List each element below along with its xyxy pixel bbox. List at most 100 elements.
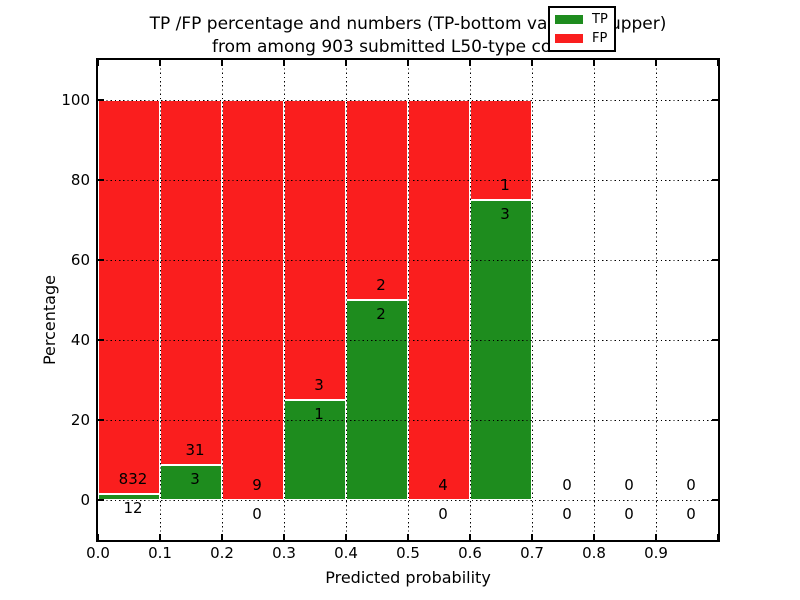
tp-count-label: 2 xyxy=(376,305,386,323)
x-tick-label: 0.0 xyxy=(86,544,110,562)
tp-count-label: 0 xyxy=(252,505,262,523)
y-tick-mark xyxy=(712,419,718,421)
fp-count-label: 832 xyxy=(118,470,148,489)
tp-count-label: 1 xyxy=(314,405,324,423)
fp-bar xyxy=(222,100,284,500)
fp-legend-label: FP xyxy=(592,30,608,46)
fp-count-label: 9 xyxy=(252,476,262,494)
x-tick-label: 0.7 xyxy=(520,544,544,562)
x-tick-mark xyxy=(407,534,409,540)
horizontal-gridline xyxy=(98,99,718,101)
y-tick-mark xyxy=(712,339,718,341)
legend-item-tp: TP xyxy=(555,13,614,26)
x-tick-mark xyxy=(159,534,161,540)
fp-bar xyxy=(98,100,160,495)
x-tick-mark xyxy=(593,534,595,540)
x-tick-label: 0.6 xyxy=(458,544,482,562)
y-tick-mark xyxy=(98,179,104,181)
x-tick-mark xyxy=(345,60,347,66)
tp-count-label: 0 xyxy=(438,505,448,523)
vertical-gridline xyxy=(283,60,285,540)
x-tick-mark xyxy=(159,60,161,66)
x-tick-mark xyxy=(717,534,719,540)
x-tick-mark xyxy=(221,534,223,540)
x-tick-label: 0.9 xyxy=(644,544,668,562)
y-tick-mark xyxy=(98,339,104,341)
horizontal-gridline xyxy=(98,499,718,501)
vertical-gridline xyxy=(655,60,657,540)
y-tick-mark xyxy=(98,259,104,261)
fp-count-label: 4 xyxy=(438,476,448,494)
y-tick-label: 100 xyxy=(61,91,90,109)
x-tick-mark xyxy=(531,60,533,66)
fp-bar xyxy=(470,100,532,200)
plot-area: 832 12 31 3 9 0 3 1 2 2 4 0 1 3 0 0 0 0 0 0 0.0 0.1 0.2 0.3 0.4 0… xyxy=(61,60,719,562)
tp-count-label: 0 xyxy=(562,505,572,523)
x-tick-label: 0.1 xyxy=(148,544,172,562)
x-tick-label: 0.2 xyxy=(210,544,234,562)
y-tick-mark xyxy=(98,99,104,101)
fp-count-label: 2 xyxy=(376,276,386,294)
tp-count-label: 0 xyxy=(624,505,634,523)
x-tick-mark xyxy=(407,60,409,66)
y-tick-label: 0 xyxy=(80,491,90,509)
x-tick-mark xyxy=(283,60,285,66)
fp-count-label: 31 xyxy=(185,440,205,459)
tp-bar xyxy=(346,300,408,500)
y-tick-mark xyxy=(98,499,104,501)
tp-count-label: 3 xyxy=(190,469,200,488)
x-tick-mark xyxy=(655,534,657,540)
fp-count-label: 0 xyxy=(624,476,634,494)
x-tick-mark xyxy=(531,534,533,540)
y-tick-label: 60 xyxy=(70,251,90,269)
chart-title-line1: TP /FP percentage and numbers (TP-bottom… xyxy=(149,14,667,34)
y-tick-mark xyxy=(712,99,718,101)
horizontal-gridline xyxy=(98,259,718,261)
fp-bar xyxy=(160,100,222,465)
fp-bar xyxy=(408,100,470,500)
y-tick-label: 40 xyxy=(70,331,90,349)
x-tick-mark xyxy=(345,534,347,540)
horizontal-gridline xyxy=(98,179,718,181)
tp-count-label: 12 xyxy=(123,499,143,518)
vertical-gridline xyxy=(407,60,409,540)
fp-legend-swatch xyxy=(555,33,583,43)
horizontal-gridline xyxy=(98,339,718,341)
x-tick-mark xyxy=(469,60,471,66)
x-tick-label: 0.3 xyxy=(272,544,296,562)
x-tick-mark xyxy=(469,534,471,540)
fp-count-label: 3 xyxy=(314,376,324,394)
tp-count-label: 0 xyxy=(686,505,696,523)
y-tick-mark xyxy=(712,259,718,261)
x-tick-mark xyxy=(97,60,99,66)
y-tick-label: 20 xyxy=(70,411,90,429)
x-tick-mark xyxy=(593,60,595,66)
vertical-gridline xyxy=(531,60,533,540)
tp-bar xyxy=(470,200,532,500)
fp-bar xyxy=(346,100,408,300)
x-tick-mark xyxy=(221,60,223,66)
x-tick-mark xyxy=(655,60,657,66)
horizontal-gridline xyxy=(98,419,718,421)
x-tick-mark xyxy=(283,534,285,540)
x-tick-label: 0.5 xyxy=(396,544,420,562)
fp-bar xyxy=(284,100,346,400)
vertical-gridline xyxy=(469,60,471,540)
fp-count-label: 1 xyxy=(500,176,510,194)
fp-count-label: 0 xyxy=(562,476,572,494)
legend: TP FP xyxy=(548,6,616,52)
legend-item-fp: FP xyxy=(555,32,614,45)
vertical-gridline xyxy=(593,60,595,540)
vertical-gridline xyxy=(345,60,347,540)
y-tick-label: 80 xyxy=(70,171,90,189)
x-tick-label: 0.4 xyxy=(334,544,358,562)
tp-count-label: 3 xyxy=(500,205,510,223)
y-tick-mark xyxy=(712,179,718,181)
tp-legend-label: TP xyxy=(592,12,608,28)
x-tick-label: 0.8 xyxy=(582,544,606,562)
x-axis-label: Predicted probability xyxy=(325,568,491,587)
x-tick-mark xyxy=(97,534,99,540)
vertical-gridline xyxy=(159,60,161,540)
y-tick-mark xyxy=(98,419,104,421)
